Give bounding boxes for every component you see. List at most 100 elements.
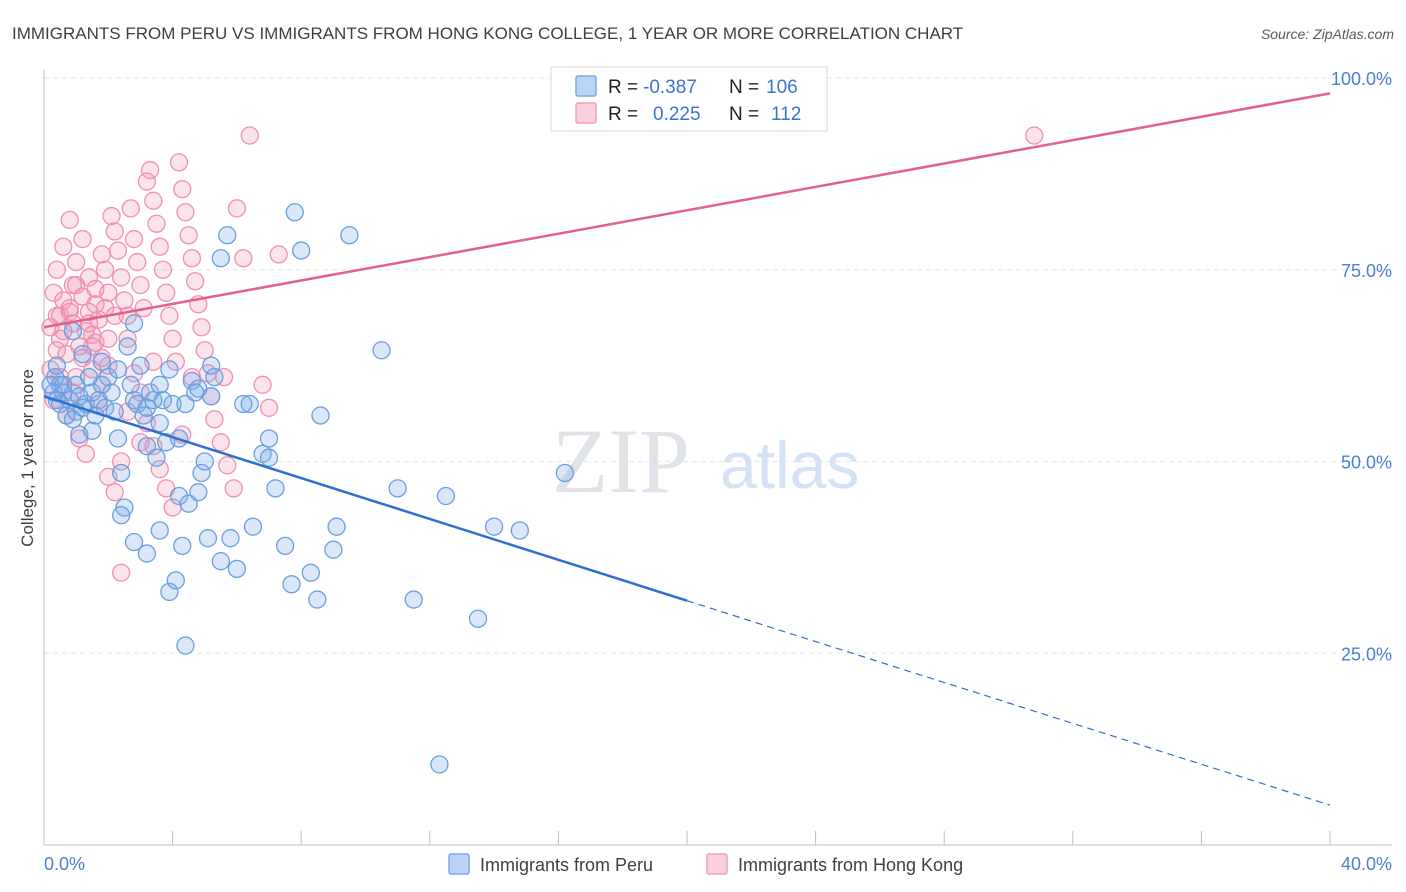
point-peru — [266, 479, 285, 498]
point-peru — [137, 398, 157, 417]
point-hong-kong — [79, 268, 99, 287]
point-peru — [205, 367, 224, 387]
point-peru — [112, 463, 131, 483]
point-hong-kong — [63, 275, 83, 295]
point-peru — [484, 517, 504, 536]
point-peru — [108, 360, 128, 379]
point-peru — [163, 394, 182, 414]
point-hong-kong — [131, 275, 150, 295]
point-hong-kong — [205, 410, 224, 429]
point-peru — [243, 517, 263, 536]
point-peru — [169, 486, 189, 506]
watermark-zip: ZIP — [552, 410, 690, 512]
point-hong-kong — [150, 237, 169, 256]
point-peru — [211, 249, 230, 268]
legend-label-hk: Immigrants from Hong Kong — [738, 855, 963, 875]
point-peru — [160, 360, 179, 379]
point-peru — [150, 375, 169, 394]
point-peru — [308, 590, 327, 609]
trend-lines — [43, 92, 1331, 806]
point-hong-kong — [60, 210, 79, 230]
point-peru — [430, 755, 449, 774]
point-peru — [173, 536, 192, 556]
stats-legend: R = -0.387 N = 106 R = 0.225 N = 112 — [550, 66, 828, 132]
point-peru — [63, 321, 83, 341]
point-hong-kong — [112, 268, 131, 287]
stats-r-label-peru: R = — [608, 77, 638, 98]
point-peru — [99, 367, 118, 387]
point-hong-kong — [214, 367, 234, 387]
stats-n-value-hk: 112 — [771, 104, 801, 125]
point-peru — [83, 421, 102, 440]
stats-n-label-hk: N = — [729, 104, 759, 125]
stats-r-label-hk: R = — [608, 104, 638, 125]
point-peru — [468, 609, 488, 628]
point-hong-kong — [54, 237, 73, 256]
point-peru — [70, 387, 89, 406]
point-peru — [240, 394, 259, 414]
point-hong-kong — [83, 337, 102, 356]
point-peru — [311, 406, 330, 425]
point-peru — [102, 383, 121, 402]
point-hong-kong — [105, 222, 124, 241]
point-hong-kong — [124, 229, 144, 249]
point-peru — [195, 452, 214, 471]
point-hong-kong — [240, 126, 259, 145]
y-tick-label: 50.0% — [1341, 453, 1392, 473]
point-hong-kong — [60, 302, 79, 322]
point-peru — [108, 429, 128, 448]
point-hong-kong — [67, 252, 86, 272]
point-hong-kong — [118, 329, 137, 348]
point-peru — [218, 226, 237, 245]
y-tick-label: 75.0% — [1341, 261, 1392, 281]
point-hong-kong — [176, 203, 195, 222]
point-hong-kong — [115, 291, 134, 310]
point-peru — [388, 479, 407, 498]
stats-legend-box — [550, 66, 828, 132]
x-tick-label-min: 0.0% — [44, 854, 85, 874]
y-tick-label: 100.0% — [1331, 69, 1392, 89]
y-tick-label: 25.0% — [1341, 644, 1392, 664]
point-peru — [259, 429, 279, 448]
point-hong-kong — [50, 306, 70, 325]
point-hong-kong — [95, 260, 115, 279]
point-hong-kong — [269, 245, 288, 264]
trend-line-peru — [43, 395, 688, 602]
point-hong-kong — [224, 479, 243, 498]
point-peru — [275, 536, 295, 556]
point-hong-kong — [137, 172, 157, 191]
point-peru — [324, 540, 343, 559]
point-hong-kong — [253, 375, 272, 394]
point-peru — [292, 241, 311, 260]
point-peru — [282, 575, 301, 594]
point-peru — [54, 375, 73, 394]
point-peru — [372, 341, 391, 360]
point-peru — [340, 226, 359, 245]
point-hong-kong — [47, 260, 67, 279]
point-peru — [436, 486, 456, 506]
point-hong-kong — [86, 295, 105, 314]
point-peru — [301, 563, 320, 582]
point-hong-kong — [144, 191, 163, 210]
series-hong-kong-points — [41, 126, 1044, 582]
point-hong-kong — [192, 318, 211, 337]
point-hong-kong — [227, 199, 247, 218]
point-hong-kong — [259, 398, 279, 417]
gridlines — [44, 77, 1392, 654]
x-axis-ticks — [43, 831, 1331, 845]
trend-line-peru-extrapolated — [686, 600, 1331, 806]
point-hong-kong — [1025, 126, 1044, 145]
point-hong-kong — [108, 241, 128, 260]
point-peru — [202, 387, 221, 406]
series-peru-points — [41, 203, 574, 774]
point-peru — [112, 506, 131, 525]
point-peru — [160, 582, 179, 602]
stats-r-value-peru: -0.387 — [643, 77, 697, 98]
point-peru — [124, 314, 144, 333]
point-hong-kong — [128, 252, 147, 272]
point-peru — [192, 463, 211, 483]
chart-title: IMMIGRANTS FROM PERU VS IMMIGRANTS FROM … — [12, 24, 963, 43]
point-peru — [227, 559, 247, 579]
point-hong-kong — [169, 153, 189, 172]
